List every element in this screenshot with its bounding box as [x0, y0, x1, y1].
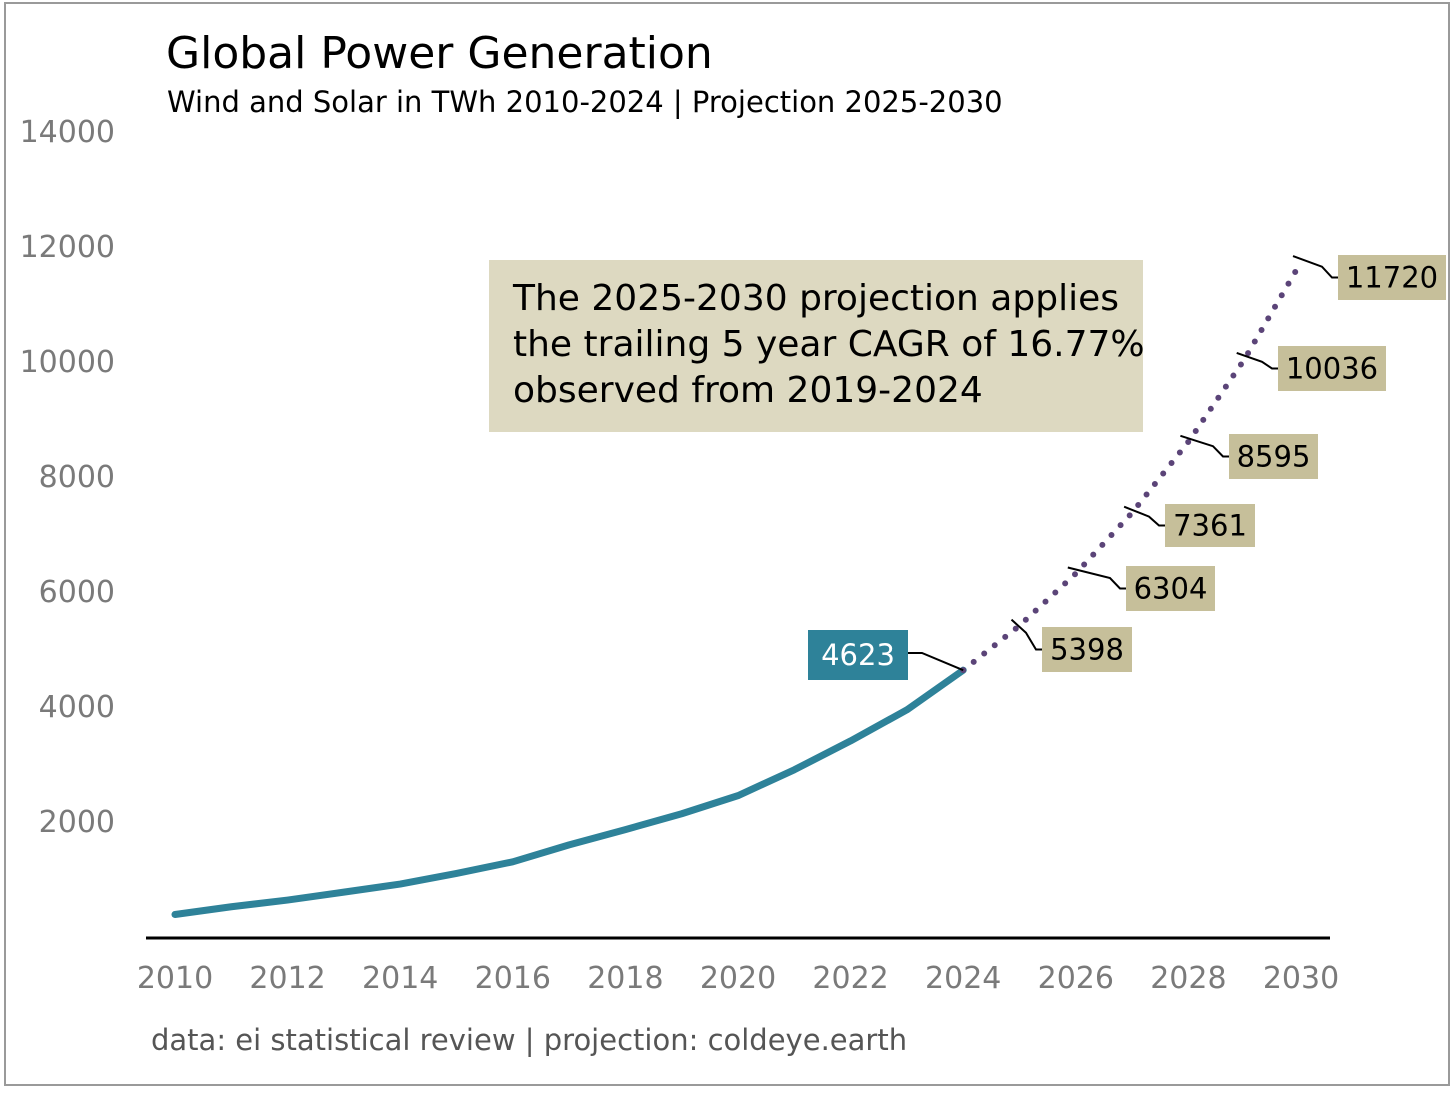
data-label-box	[808, 630, 908, 680]
chart-subtitle: Wind and Solar in TWh 2010-2024 | Projec…	[167, 85, 1003, 119]
annotation-line-3: observed from 2019-2024	[513, 370, 983, 411]
x-tick-label: 2022	[812, 961, 888, 996]
leader-line	[1292, 255, 1338, 279]
data-label-box	[1338, 255, 1446, 300]
data-label-text: 11720	[1346, 261, 1438, 295]
x-tick-label: 2010	[137, 961, 213, 996]
y-tick-label: 12000	[20, 230, 115, 265]
data-label-2024: 4623	[808, 630, 964, 680]
data-label-text: 5398	[1050, 633, 1124, 667]
data-label-text: 10036	[1286, 352, 1378, 386]
x-tick-label: 2012	[249, 961, 325, 996]
leader-line	[1236, 351, 1278, 370]
x-tick-label: 2030	[1263, 961, 1339, 996]
x-tick-label: 2020	[700, 961, 776, 996]
leader-line	[1067, 566, 1126, 590]
x-tick-label: 2026	[1038, 961, 1114, 996]
y-tick-label: 14000	[20, 115, 115, 150]
x-tick-label: 2024	[925, 961, 1001, 996]
chart-title: Global Power Generation	[166, 28, 713, 79]
data-label-box	[1126, 566, 1215, 611]
data-label-2030: 11720	[1292, 255, 1446, 300]
data-label-2027: 7361	[1123, 504, 1255, 547]
x-tick-label: 2018	[587, 961, 663, 996]
chart-frame	[4, 2, 1450, 1086]
y-tick-label: 6000	[39, 575, 115, 610]
data-label-box	[1165, 504, 1255, 547]
data-label-box	[1229, 434, 1318, 479]
data-label-box	[1042, 627, 1132, 672]
leader-line	[1010, 618, 1042, 651]
annotation-line-1: The 2025-2030 projection applies	[512, 278, 1119, 319]
data-label-text: 7361	[1173, 509, 1247, 543]
source-note: data: ei statistical review | projection…	[151, 1023, 907, 1057]
x-tick-label: 2014	[362, 961, 438, 996]
y-tick-label: 10000	[20, 345, 115, 380]
y-tick-label: 8000	[39, 460, 115, 495]
data-label-box	[1278, 346, 1386, 391]
data-label-2025: 5398	[1010, 618, 1132, 672]
annotation-box	[489, 260, 1143, 432]
historical-series-line	[171, 666, 967, 918]
y-tick-label: 2000	[39, 805, 115, 840]
data-label-text: 4623	[821, 638, 895, 672]
leader-line	[1123, 505, 1165, 527]
data-label-2028: 8595	[1180, 434, 1318, 479]
leader-line	[1180, 434, 1229, 458]
x-tick-label: 2016	[475, 961, 551, 996]
x-tick-label: 2028	[1150, 961, 1226, 996]
data-label-2029: 10036	[1236, 346, 1386, 391]
data-label-text: 8595	[1237, 440, 1311, 474]
data-label-text: 6304	[1134, 572, 1208, 606]
annotation-line-2: the trailing 5 year CAGR of 16.77%	[513, 324, 1145, 365]
leader-line	[908, 652, 964, 672]
y-tick-label: 4000	[39, 690, 115, 725]
data-label-2026: 6304	[1067, 566, 1215, 611]
